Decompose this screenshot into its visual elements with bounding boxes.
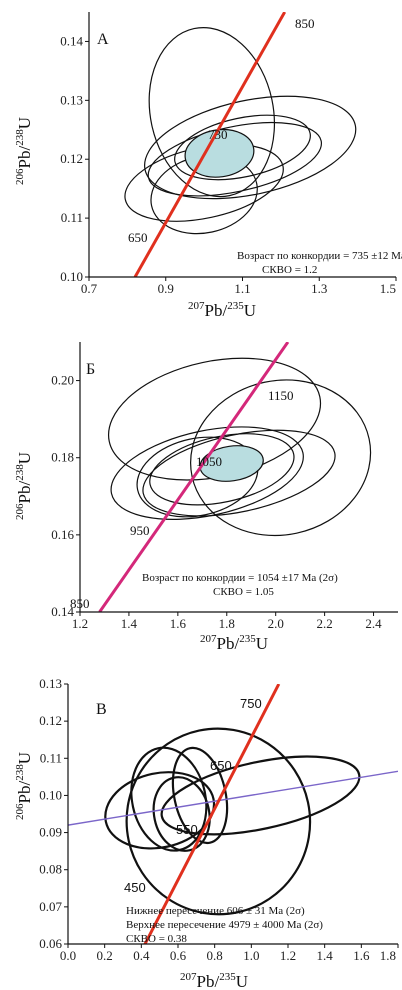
concordia-age-label: 850	[295, 16, 315, 31]
x-tick-label: 1.6	[170, 616, 187, 631]
x-tick-label: 1.4	[317, 948, 334, 963]
y-tick-label: 0.12	[39, 713, 62, 728]
concordia-age-label: 650	[210, 758, 232, 773]
mswd-stat: СКВО = 1.2	[262, 264, 317, 276]
error-ellipse	[174, 114, 311, 181]
lower-intercept-stat: Нижнее пересечение 606 ± 31 Ma (2σ)	[126, 905, 305, 917]
y-tick-label: 0.12	[60, 151, 83, 166]
x-axis-title: 207Pb/235U	[200, 633, 268, 653]
concordia-age-label: 950	[130, 523, 150, 538]
x-tick-label: 0.4	[133, 948, 150, 963]
y-tick-label: 0.20	[51, 373, 74, 388]
concordia-age-label: 1050	[196, 454, 222, 469]
error-ellipse	[144, 95, 357, 200]
concordia-age-label: 450	[124, 880, 146, 895]
y-axis-title: 206Pb/238U	[14, 452, 34, 520]
mean-ellipse	[184, 128, 255, 178]
error-ellipse	[142, 429, 336, 517]
panel-label: Б	[86, 361, 95, 378]
y-tick-label: 0.07	[39, 899, 62, 914]
x-tick-label: 1.8	[380, 948, 396, 963]
panel-label: А	[97, 31, 109, 48]
y-tick-label: 0.09	[39, 825, 62, 840]
panel-c: 0.0 0.2 0.4 0.6 0.8 1.0 1.2 1.4 1.6 1.8 0.06 0.07 0.…	[14, 676, 399, 990]
x-axis-title: 207Pb/235U	[188, 300, 256, 320]
x-tick-label: 0.0	[60, 948, 76, 963]
concordia-line	[98, 342, 290, 612]
y-tick-label: 0.10	[39, 787, 62, 802]
panel-label: В	[96, 701, 107, 718]
panel-a: 0.7 0.9 1.1 1.3 1.5 0.10 0.11 0.12 0.13 0.14 А 65…	[14, 12, 402, 320]
y-axis-title: 206Pb/238U	[14, 752, 34, 820]
y-tick-label: 0.18	[51, 450, 74, 465]
x-tick-label: 1.6	[353, 948, 370, 963]
mswd-stat: СКВО = 1.05	[213, 586, 274, 598]
error-ellipse	[148, 27, 276, 198]
y-tick-label: 0.11	[40, 750, 62, 765]
y-tick-label: 0.16	[51, 527, 74, 542]
concordia-age-label: 650	[128, 230, 148, 245]
y-tick-label: 0.13	[60, 92, 83, 107]
y-tick-label: 0.13	[39, 676, 62, 691]
discordia-line	[68, 770, 398, 826]
x-tick-label: 1.8	[219, 616, 235, 631]
x-tick-label: 1.3	[311, 281, 327, 296]
x-tick-label: 1.4	[121, 616, 138, 631]
x-tick-label: 1.1	[234, 281, 250, 296]
x-tick-label: 0.8	[207, 948, 223, 963]
upper-intercept-stat: Верхнее пересечение 4979 ± 4000 Ma (2σ)	[126, 919, 323, 931]
concordia-age-label: 550	[176, 822, 198, 837]
error-ellipse	[190, 379, 372, 537]
panel-b: 1.2 1.4 1.6 1.8 2.0 2.2 2.40.140.160.180.20 Б …	[14, 342, 398, 653]
concordia-line	[143, 684, 281, 944]
x-tick-label: 1.2	[72, 616, 88, 631]
y-tick-label: 0.14	[51, 604, 74, 619]
error-ellipse	[147, 122, 323, 197]
concordia-age-label: 1150	[268, 388, 294, 403]
x-axis-title: 207Pb/235U	[180, 971, 248, 990]
error-ellipse	[110, 426, 304, 520]
mswd-stat: СКВО = 0.38	[126, 933, 187, 945]
x-tick-label: 1.0	[243, 948, 259, 963]
concordia-age-label: 730	[208, 127, 228, 142]
concordia-line	[133, 12, 287, 277]
x-tick-label: 1.5	[380, 281, 396, 296]
x-tick-label: 0.6	[170, 948, 187, 963]
y-tick-label: 0.10	[60, 269, 83, 284]
y-axis-title: 206Pb/238U	[14, 117, 34, 185]
x-tick-label: 0.2	[97, 948, 113, 963]
concordia-age-label: 750	[240, 696, 262, 711]
error-ellipse	[125, 727, 312, 916]
x-tick-label: 2.0	[268, 616, 284, 631]
y-tick-label: 0.11	[61, 210, 83, 225]
y-tick-label: 0.14	[60, 33, 83, 48]
concordia-age-label: 850	[70, 596, 90, 611]
x-tick-label: 0.7	[81, 281, 98, 296]
error-ellipse	[160, 755, 361, 836]
y-tick-label: 0.08	[39, 862, 62, 877]
x-tick-label: 2.4	[365, 616, 382, 631]
x-tick-label: 2.2	[316, 616, 332, 631]
concordia-age-stat: Возраст по конкордии = 735 ±12 Ma (2σ)	[237, 250, 402, 262]
error-ellipse	[104, 771, 216, 850]
y-tick-label: 0.06	[39, 936, 62, 951]
x-tick-label: 1.2	[280, 948, 296, 963]
x-tick-label: 0.9	[158, 281, 174, 296]
concordia-age-stat: Возраст по конкордии = 1054 ±17 Ma (2σ)	[142, 572, 338, 584]
